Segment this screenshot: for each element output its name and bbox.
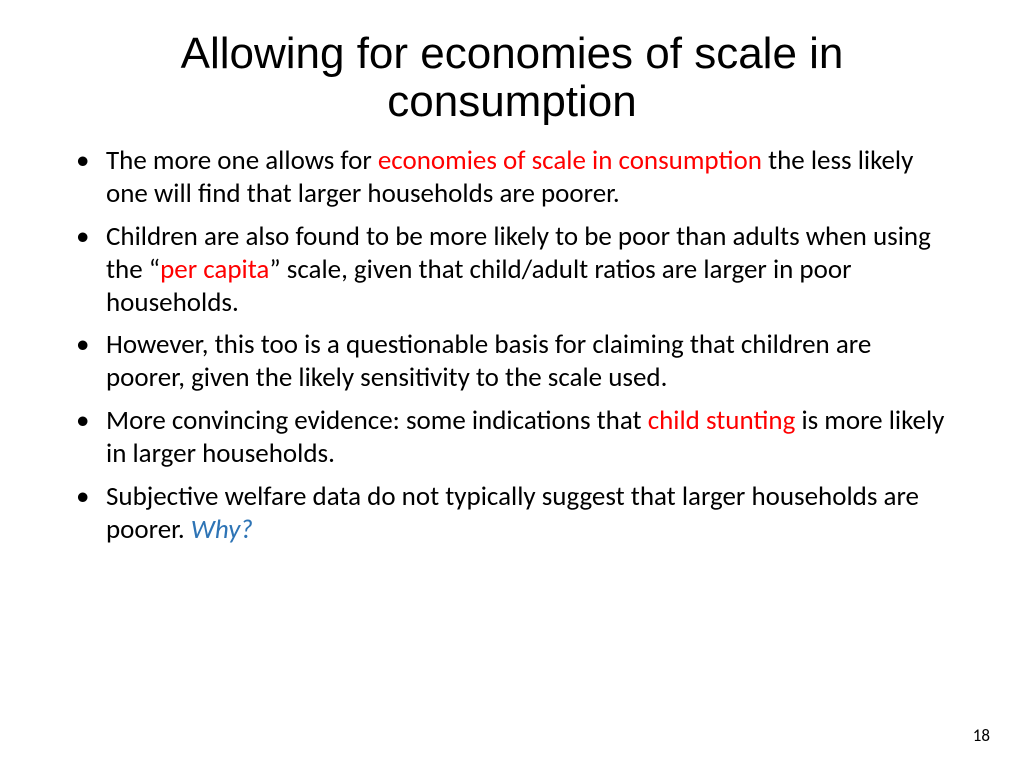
bullet-marker-icon: • (76, 221, 89, 254)
bullet-list: • The more one allows for economies of s… (70, 145, 954, 547)
bullet-item: • The more one allows for economies of s… (70, 145, 954, 211)
bullet-item: • However, this too is a questionable ba… (70, 329, 954, 395)
bullet-marker-icon: • (76, 405, 89, 438)
bullet-item: • Children are also found to be more lik… (70, 221, 954, 320)
slide-title: Allowing for economies of scale in consu… (70, 30, 954, 127)
bullet-text: The more one allows for (106, 144, 378, 177)
highlight-red: economies of scale in consumption (378, 144, 762, 177)
bullet-item: • Subjective welfare data do not typical… (70, 481, 954, 547)
highlight-red: per capita (160, 253, 269, 286)
bullet-marker-icon: • (76, 329, 89, 362)
slide: Allowing for economies of scale in consu… (0, 0, 1024, 768)
bullet-text: However, this too is a questionable basi… (106, 328, 871, 394)
bullet-text: More convincing evidence: some indicatio… (106, 404, 648, 437)
highlight-blue-italic: Why? (191, 513, 253, 546)
bullet-marker-icon: • (76, 145, 89, 178)
bullet-marker-icon: • (76, 481, 89, 514)
bullet-item: • More convincing evidence: some indicat… (70, 405, 954, 471)
highlight-red: child stunting (648, 404, 796, 437)
page-number: 18 (973, 725, 990, 746)
